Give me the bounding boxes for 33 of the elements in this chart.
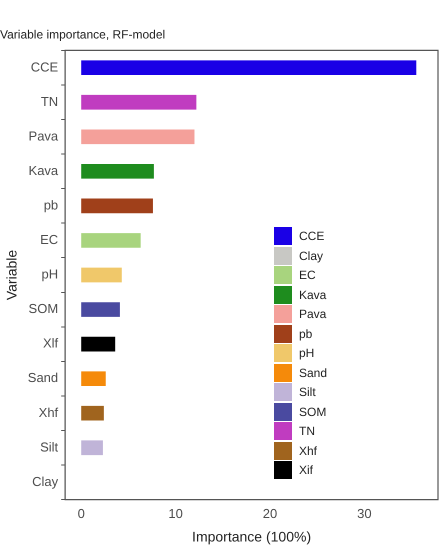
- legend-label: Kava: [299, 288, 326, 302]
- y-tick-label: pH: [42, 266, 58, 282]
- x-tick-label: 0: [78, 506, 85, 521]
- legend-label: Sand: [299, 366, 328, 380]
- legend-label: CCE: [299, 229, 324, 244]
- y-tick-label: EC: [40, 232, 58, 248]
- y-tick-label: SOM: [28, 301, 58, 316]
- legend-label: pb: [299, 326, 312, 341]
- y-tick-label: Pava: [28, 128, 59, 144]
- legend-label: Xhf: [299, 444, 318, 458]
- legend-label: pH: [299, 346, 314, 360]
- x-axis-title: Importance (100%): [192, 528, 312, 544]
- y-tick-label: Kava: [28, 162, 59, 178]
- y-tick-label: Silt: [40, 439, 59, 454]
- legend-label: Pava: [299, 307, 326, 322]
- legend-label: Clay: [299, 248, 324, 263]
- legend-label: Silt: [299, 385, 316, 400]
- x-tick-label: 10: [168, 506, 183, 521]
- y-tick-label: TN: [40, 94, 58, 109]
- y-tick-label: Clay: [32, 474, 59, 489]
- y-tick-label: Xhf: [38, 404, 59, 420]
- y-tick-label: Sand: [28, 370, 58, 386]
- legend-label: SOM: [299, 404, 326, 419]
- y-tick-label: CCE: [30, 59, 58, 74]
- x-tick-label: 20: [262, 506, 278, 521]
- y-tick-label: pb: [44, 197, 58, 212]
- chart-title: Variable importance, RF-model: [0, 28, 166, 42]
- y-axis-title: Variable: [3, 250, 20, 300]
- legend-label: TN: [299, 424, 315, 438]
- x-tick-label: 30: [357, 506, 372, 521]
- legend-label: Xif: [299, 463, 314, 478]
- y-tick-label: Xlf: [42, 336, 59, 351]
- legend-label: EC: [299, 268, 316, 282]
